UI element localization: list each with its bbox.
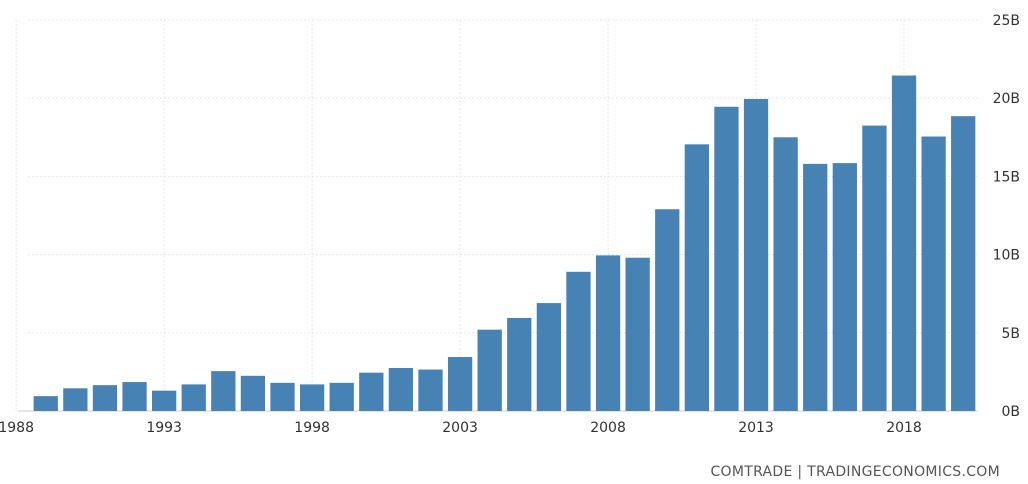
- bar-2011: [684, 144, 709, 411]
- y-tick-label: 0B: [1001, 404, 1020, 420]
- bar-2003: [447, 357, 473, 411]
- bar-1996: [240, 375, 266, 411]
- bar-2014: [773, 137, 798, 412]
- bar-2013: [743, 98, 769, 411]
- bar-1994: [181, 384, 206, 411]
- bar-2018: [891, 75, 917, 412]
- bar-2007: [566, 271, 591, 411]
- bar-2006: [536, 303, 562, 411]
- bar-2017: [862, 125, 887, 411]
- bar-2020: [951, 116, 976, 411]
- bar-1990: [63, 388, 88, 411]
- bar-2010: [655, 209, 680, 411]
- bar-1999: [329, 382, 354, 411]
- bar-2004: [477, 329, 502, 411]
- y-tick-label: 15B: [993, 169, 1020, 185]
- x-tick-label: 1988: [0, 420, 34, 436]
- y-tick-label: 25B: [993, 13, 1020, 29]
- bar-1998: [299, 384, 325, 411]
- y-axis: 0B 5B 10B 15B 20B 25B: [993, 13, 1020, 420]
- bars: [33, 75, 976, 412]
- y-tick-label: 10B: [993, 248, 1020, 264]
- bar-1991: [92, 385, 118, 411]
- source-credit: COMTRADE | TRADINGECONOMICS.COM: [710, 464, 1000, 480]
- bar-2019: [921, 136, 946, 411]
- bar-2016: [832, 163, 857, 411]
- bar-2015: [803, 163, 828, 411]
- x-tick-label: 1993: [146, 420, 182, 436]
- y-tick-label: 20B: [993, 91, 1020, 107]
- bar-2009: [625, 257, 650, 411]
- bar-2008: [595, 255, 621, 411]
- x-tick-label: 2018: [886, 420, 922, 436]
- bar-1992: [122, 382, 147, 411]
- bar-2005: [507, 317, 532, 411]
- x-axis: 1988 1993 1998 2003 2008 2013 2018: [0, 420, 922, 436]
- bar-1995: [211, 371, 236, 411]
- bar-1997: [270, 382, 295, 411]
- bar-1993: [152, 390, 177, 411]
- bar-1989: [33, 396, 58, 411]
- bar-2012: [714, 106, 739, 412]
- x-tick-label: 2013: [738, 420, 774, 436]
- x-tick-label: 2003: [442, 420, 478, 436]
- bar-2002: [418, 369, 443, 411]
- bar-2001: [388, 367, 414, 411]
- x-tick-label: 2008: [590, 420, 626, 436]
- x-tick-label: 1998: [294, 420, 330, 436]
- y-tick-label: 5B: [1001, 326, 1020, 342]
- bar-2000: [359, 372, 384, 411]
